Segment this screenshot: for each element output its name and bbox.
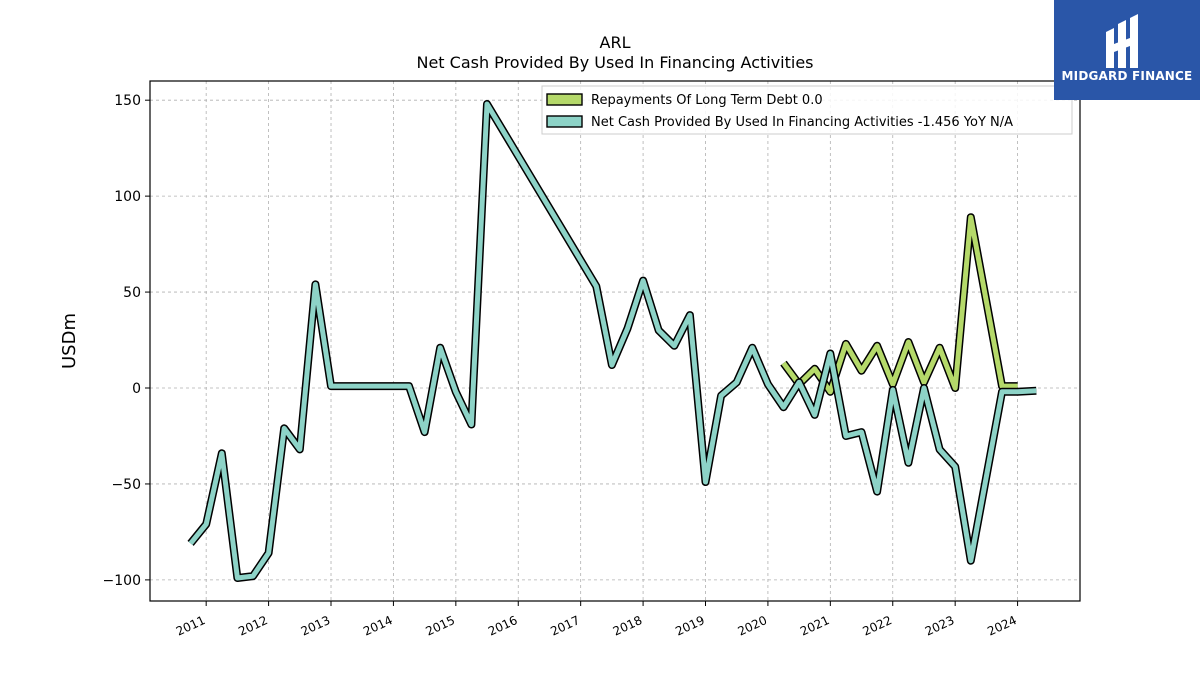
legend-entry-net-cash: Net Cash Provided By Used In Financing A… — [591, 115, 1013, 130]
chart-subtitle: Net Cash Provided By Used In Financing A… — [416, 53, 813, 72]
series-line-1 — [188, 101, 1037, 581]
x-tick-label: 2024 — [985, 613, 1019, 639]
x-tick-label: 2016 — [486, 613, 520, 639]
y-tick-label: 150 — [114, 93, 141, 109]
y-axis-label: USDm — [59, 313, 80, 369]
x-tick-label: 2020 — [736, 613, 770, 639]
y-tick-label: 100 — [114, 189, 141, 205]
legend-entry-repayments: Repayments Of Long Term Debt 0.0 — [591, 93, 823, 108]
y-tick-label: 50 — [123, 285, 141, 301]
legend-swatch-net-cash — [546, 115, 583, 128]
x-tick-label: 2023 — [923, 613, 957, 639]
x-tick-label: 2015 — [424, 613, 458, 639]
x-tick-label: 2013 — [299, 613, 333, 639]
series-line-0 — [781, 214, 1018, 395]
x-tick-label: 2021 — [798, 613, 832, 639]
x-tick-label: 2014 — [361, 613, 395, 639]
x-tick-label: 2012 — [236, 613, 270, 639]
midgard-finance-logo: MIDGARD FINANCE — [1054, 0, 1200, 100]
x-tick-label: 2017 — [548, 613, 582, 639]
y-tick-label: −100 — [103, 573, 141, 589]
y-axis: −100 −50 0 50 100 150 — [103, 93, 150, 589]
x-tick-label: 2022 — [860, 613, 894, 639]
logo-mark-icon — [1106, 14, 1138, 68]
grid — [150, 81, 1080, 601]
y-tick-label: 0 — [132, 381, 141, 397]
plot-frame — [149, 80, 1081, 602]
x-axis: 2011 2012 2013 2014 2015 2016 2017 2018 2019 2020… — [174, 601, 1019, 639]
y-tick-label: −50 — [111, 477, 141, 493]
series-layer — [187, 100, 1037, 582]
legend-box — [541, 85, 1073, 135]
x-tick-label: 2018 — [611, 613, 645, 639]
chart-title: ARL — [600, 33, 631, 52]
x-tick-label: 2019 — [673, 613, 707, 639]
x-tick-label: 2011 — [174, 613, 208, 639]
legend-swatch-repayments — [546, 93, 583, 106]
logo-text: MIDGARD FINANCE — [1061, 69, 1193, 83]
legend: Repayments Of Long Term Debt 0.0 Net Cas… — [541, 85, 1073, 135]
